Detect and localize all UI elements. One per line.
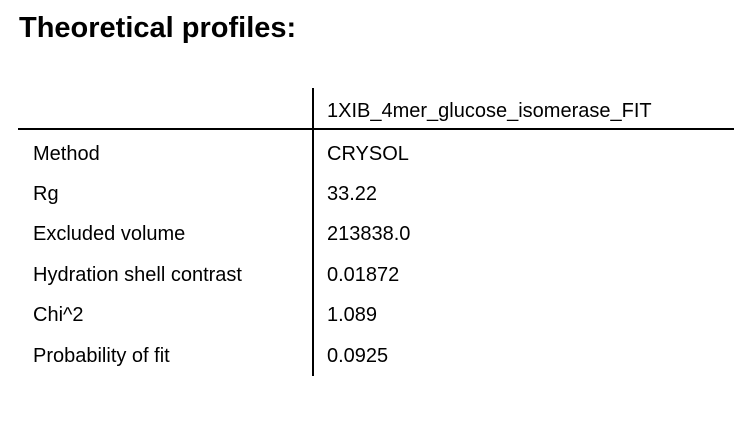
column-header-profile: 1XIB_4mer_glucose_isomerase_FIT [327, 100, 652, 122]
row-label-probability-of-fit: Probability of fit [33, 345, 170, 367]
row-label-excluded-volume: Excluded volume [33, 223, 186, 245]
row-label-method: Method [33, 143, 100, 165]
row-value-hydration-shell-contrast: 0.01872 [327, 264, 400, 286]
row-label-rg: Rg [33, 183, 59, 205]
row-label-chi2: Chi^2 [33, 304, 84, 326]
row-value-method: CRYSOL [327, 143, 409, 165]
row-value-chi2: 1.089 [327, 304, 378, 326]
row-label-hydration-shell-contrast: Hydration shell contrast [33, 264, 242, 286]
column-divider [312, 88, 314, 376]
row-value-rg: 33.22 [327, 183, 378, 205]
header-divider [18, 128, 734, 130]
row-value-probability-of-fit: 0.0925 [327, 345, 389, 367]
row-value-excluded-volume: 213838.0 [327, 223, 411, 245]
page-title: Theoretical profiles: [19, 12, 297, 44]
